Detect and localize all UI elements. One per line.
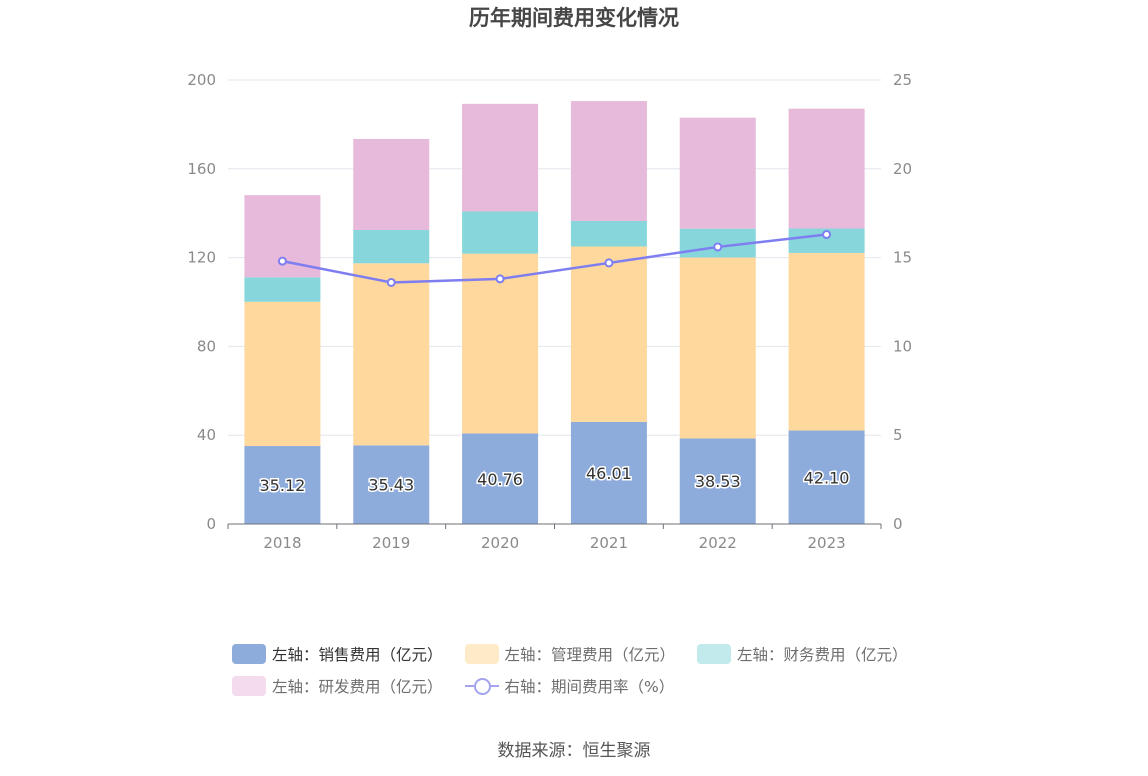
data-label-sales: 35.12 (260, 476, 306, 495)
chart-title: 历年期间费用变化情况 (469, 6, 679, 30)
data-source: 数据来源：恒生聚源 (497, 741, 651, 761)
bar-admin (462, 253, 539, 434)
data-label-sales: 40.76 (477, 470, 523, 489)
x-axis-tick-label: 2023 (807, 534, 845, 552)
bar-rd (570, 101, 647, 221)
legend-swatch-rd (232, 676, 266, 696)
legend-label-rd: 左轴：研发费用（亿元） (272, 678, 443, 696)
legend-item-finance[interactable]: 左轴：财务费用（亿元） (697, 643, 908, 665)
rate-point (495, 274, 505, 284)
bar-finance (570, 220, 647, 247)
bar-admin (244, 301, 321, 447)
data-label-sales: 38.53 (695, 472, 741, 491)
rate-point (386, 277, 396, 287)
legend-label-admin: 左轴：管理费用（亿元） (504, 646, 676, 664)
left-axis-tick-label: 80 (197, 337, 216, 355)
legend-item-admin[interactable]: 左轴：管理费用（亿元） (464, 643, 676, 665)
x-axis-tick-label: 2022 (699, 534, 737, 552)
legend-swatch-finance (697, 644, 732, 664)
right-axis-tick-label: 5 (893, 426, 903, 444)
legend-item-sales[interactable]: 左轴：销售费用（亿元） (232, 643, 443, 665)
bar-admin (570, 246, 647, 422)
legend-item-rd[interactable]: 左轴：研发费用（亿元） (232, 675, 443, 697)
left-axis-tick-label: 0 (206, 515, 216, 533)
bar-admin (788, 252, 865, 431)
x-axis-tick-label: 2019 (372, 534, 410, 552)
rate-point (604, 258, 614, 268)
chart-legend: 左轴：销售费用（亿元） 左轴：管理费用（亿元） 左轴：财务费用（亿元） 左轴：研… (232, 638, 952, 702)
legend-item-rate[interactable]: 右轴：期间费用率（%） (464, 675, 675, 697)
bar-finance (244, 277, 321, 302)
legend-label-sales: 左轴：销售费用（亿元） (272, 646, 443, 664)
right-axis-tick-label: 10 (893, 337, 912, 355)
left-axis-tick-label: 120 (187, 249, 216, 267)
legend-swatch-rate-icon (464, 676, 499, 696)
bar-finance (462, 211, 539, 254)
rate-point (822, 230, 832, 240)
rate-point (277, 256, 287, 266)
x-axis-tick-label: 2021 (590, 534, 628, 552)
legend-label-finance: 左轴：财务费用（亿元） (737, 646, 908, 664)
bar-sales (244, 446, 321, 524)
bar-finance (353, 230, 430, 264)
data-label-sales: 46.01 (586, 464, 632, 483)
left-axis-tick-label: 200 (187, 71, 216, 89)
right-axis-tick-label: 15 (893, 249, 912, 267)
right-axis-tick-label: 20 (893, 160, 912, 178)
legend-swatch-admin (464, 644, 499, 664)
bar-sales (679, 438, 756, 524)
x-axis-tick-label: 2020 (481, 534, 519, 552)
bar-rd (788, 108, 865, 229)
legend-label-rate: 右轴：期间费用率（%） (504, 678, 675, 696)
data-label-sales: 35.43 (368, 476, 414, 495)
bar-sales (353, 445, 430, 524)
x-axis-tick-label: 2018 (263, 534, 301, 552)
bar-admin (679, 257, 756, 439)
left-axis-tick-label: 40 (197, 426, 216, 444)
data-label-sales: 42.10 (804, 468, 850, 487)
right-axis-tick-label: 25 (893, 71, 912, 89)
bar-admin (353, 263, 430, 446)
left-axis-tick-label: 160 (187, 160, 216, 178)
bar-rd (679, 117, 756, 229)
right-axis-tick-label: 0 (893, 515, 903, 533)
bar-rd (462, 103, 539, 212)
bar-sales (462, 433, 539, 524)
rate-point (713, 242, 723, 252)
bar-rd (353, 138, 430, 231)
bar-sales (570, 421, 647, 524)
rate-line (282, 233, 827, 284)
legend-swatch-sales (232, 644, 266, 664)
bar-sales (788, 430, 865, 524)
